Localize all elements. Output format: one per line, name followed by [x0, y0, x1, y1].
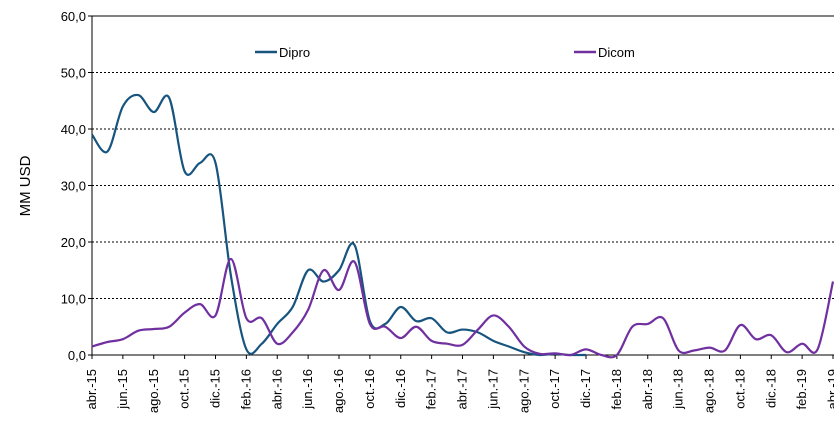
x-tick-label: ago.-17	[516, 369, 531, 413]
x-tick-label: feb.-16	[238, 369, 253, 409]
x-tick-label: feb.-18	[609, 369, 624, 409]
y-tick-label: 10,0	[61, 292, 86, 307]
line	[91, 257, 834, 359]
x-tick-label: abr.-19	[825, 369, 834, 409]
x-tick-label: abr.-15	[84, 369, 99, 409]
x-tick-label: oct.-17	[547, 369, 562, 409]
x-tick-label: ago.-18	[702, 369, 717, 413]
legend-label: Dipro	[279, 45, 310, 60]
x-tick-label: dic.-18	[763, 369, 778, 408]
x-tick-label: ago.-16	[331, 369, 346, 413]
x-tick-label: jun.-17	[485, 369, 500, 410]
y-tick-label: 20,0	[61, 235, 86, 250]
x-tick-label: oct.-18	[732, 369, 747, 409]
x-tick-label: feb.-17	[424, 369, 439, 409]
y-tick-label: 0,0	[68, 348, 86, 363]
line	[91, 93, 587, 357]
x-tick-label: jun.-18	[671, 369, 686, 410]
x-tick-label: jun.-15	[115, 369, 130, 410]
y-tick-label: 30,0	[61, 179, 86, 194]
x-tick-label: abr.-16	[269, 369, 284, 409]
x-tick-label: oct.-16	[362, 369, 377, 409]
y-tick-label: 60,0	[61, 9, 86, 24]
legend-label: Dicom	[598, 45, 635, 60]
x-tick-label: abr.-17	[455, 369, 470, 409]
y-axis-label: MM USD	[17, 155, 34, 216]
y-tick-label: 50,0	[61, 66, 86, 81]
x-tick-label: ago.-15	[146, 369, 161, 413]
x-tick-label: oct.-15	[177, 369, 192, 409]
x-tick-label: dic.-17	[578, 369, 593, 408]
x-tick-label: jun.-16	[300, 369, 315, 410]
y-tick-label: 40,0	[61, 122, 86, 137]
x-tick-label: dic.-15	[208, 369, 223, 408]
x-tick-label: feb.-19	[794, 369, 809, 409]
x-tick-label: dic.-16	[393, 369, 408, 408]
x-tick-label: abr.-18	[640, 369, 655, 409]
